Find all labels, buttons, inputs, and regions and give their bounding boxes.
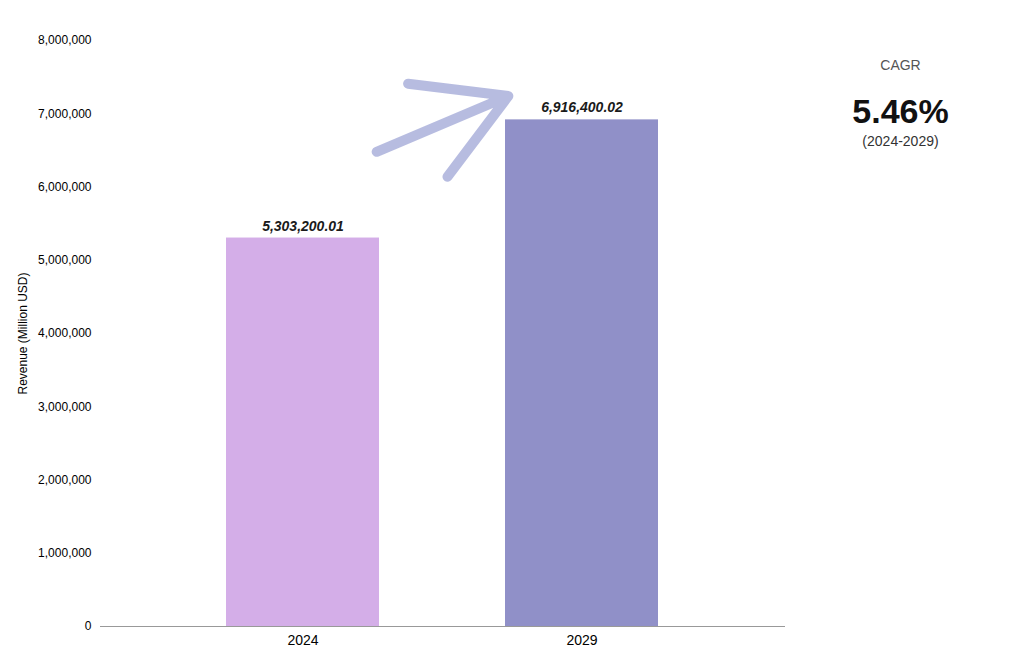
- svg-text:6,000,000: 6,000,000: [38, 180, 92, 194]
- svg-text:5.46%: 5.46%: [852, 92, 948, 130]
- svg-text:5,000,000: 5,000,000: [38, 253, 92, 267]
- svg-text:1,000,000: 1,000,000: [38, 546, 92, 560]
- svg-text:3,000,000: 3,000,000: [38, 400, 92, 414]
- svg-text:CAGR: CAGR: [880, 57, 920, 73]
- svg-text:Revenue (Million USD): Revenue (Million USD): [16, 272, 30, 394]
- svg-text:0: 0: [85, 619, 92, 633]
- svg-text:7,000,000: 7,000,000: [38, 107, 92, 121]
- svg-text:4,000,000: 4,000,000: [38, 326, 92, 340]
- svg-text:6,916,400.02: 6,916,400.02: [541, 99, 623, 115]
- svg-text:2029: 2029: [566, 632, 597, 648]
- svg-text:2,000,000: 2,000,000: [38, 473, 92, 487]
- svg-text:2024: 2024: [287, 632, 318, 648]
- svg-text:5,303,200.01: 5,303,200.01: [262, 218, 344, 234]
- svg-text:(2024-2029): (2024-2029): [862, 133, 938, 149]
- svg-text:8,000,000: 8,000,000: [38, 33, 92, 47]
